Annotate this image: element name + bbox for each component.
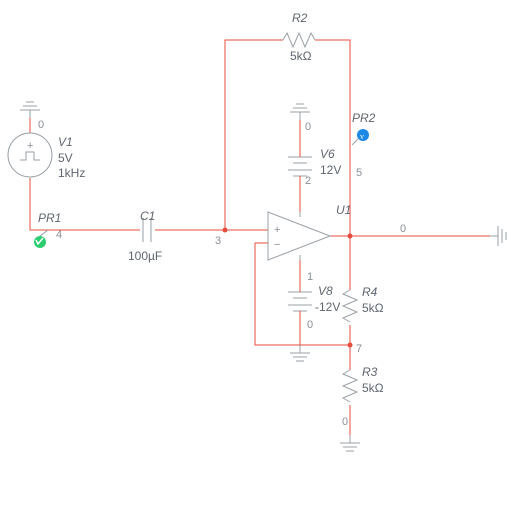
v6-ref: V6 [320, 147, 335, 161]
pr1-node: 4 [56, 229, 62, 241]
battery-v8 [288, 285, 312, 318]
svg-text:+: + [274, 224, 280, 236]
ground-r3 [340, 435, 360, 451]
r3-bot-node: 0 [342, 416, 348, 428]
pr2-ref: PR2 [352, 111, 376, 125]
probe-pr2: v [352, 129, 369, 145]
r4-bot-node: 7 [356, 343, 362, 355]
v1-amp: 5V [58, 151, 73, 165]
c1-ref: C1 [140, 209, 155, 223]
resistor-r3 [343, 370, 357, 402]
ground-output [490, 226, 506, 246]
node-out [348, 234, 353, 239]
node-label: 0 [38, 119, 44, 131]
v6-top-node: 0 [305, 121, 311, 133]
ground-v1-top [20, 102, 40, 118]
resistor-r4 [343, 290, 357, 322]
u1-ref: U1 [336, 203, 351, 217]
u1-out-node: 5 [356, 167, 362, 179]
ground-v8 [290, 345, 310, 361]
r3-val: 5kΩ [362, 381, 384, 395]
source-v1: + [8, 133, 52, 177]
r2-ref: R2 [292, 11, 308, 25]
circuit-schematic: 0 + V1 5V 1kHz PR1 4 C1 100µF 3 R2 5kΩ [0, 0, 520, 509]
svg-text:v: v [360, 132, 364, 141]
pr1-ref: PR1 [38, 211, 61, 225]
r3-ref: R3 [362, 365, 378, 379]
r4-ref: R4 [362, 285, 378, 299]
probe-pr1 [34, 230, 48, 248]
wire [225, 40, 283, 230]
node-7 [348, 343, 353, 348]
v1-freq: 1kHz [58, 166, 85, 180]
svg-text:−: − [274, 239, 280, 251]
svg-text:+: + [27, 140, 33, 152]
v1-ref: V1 [58, 135, 73, 149]
v6-val: 12V [320, 163, 341, 177]
r2-val: 5kΩ [290, 49, 312, 63]
r4-val: 5kΩ [362, 301, 384, 315]
v8-ref: V8 [318, 284, 333, 298]
ground-v6 [290, 104, 310, 120]
v8-val: -12V [315, 300, 340, 314]
node-3 [223, 228, 228, 233]
v8-top-node: 1 [307, 271, 313, 283]
v6-bot-node: 2 [305, 175, 311, 187]
u1-right-node: 0 [400, 223, 406, 235]
resistor-r2 [283, 33, 315, 47]
c1-val: 100µF [128, 249, 162, 263]
v8-bot-node: 0 [307, 319, 313, 331]
opamp-u1: + − [268, 212, 330, 260]
node3-label: 3 [215, 235, 221, 247]
